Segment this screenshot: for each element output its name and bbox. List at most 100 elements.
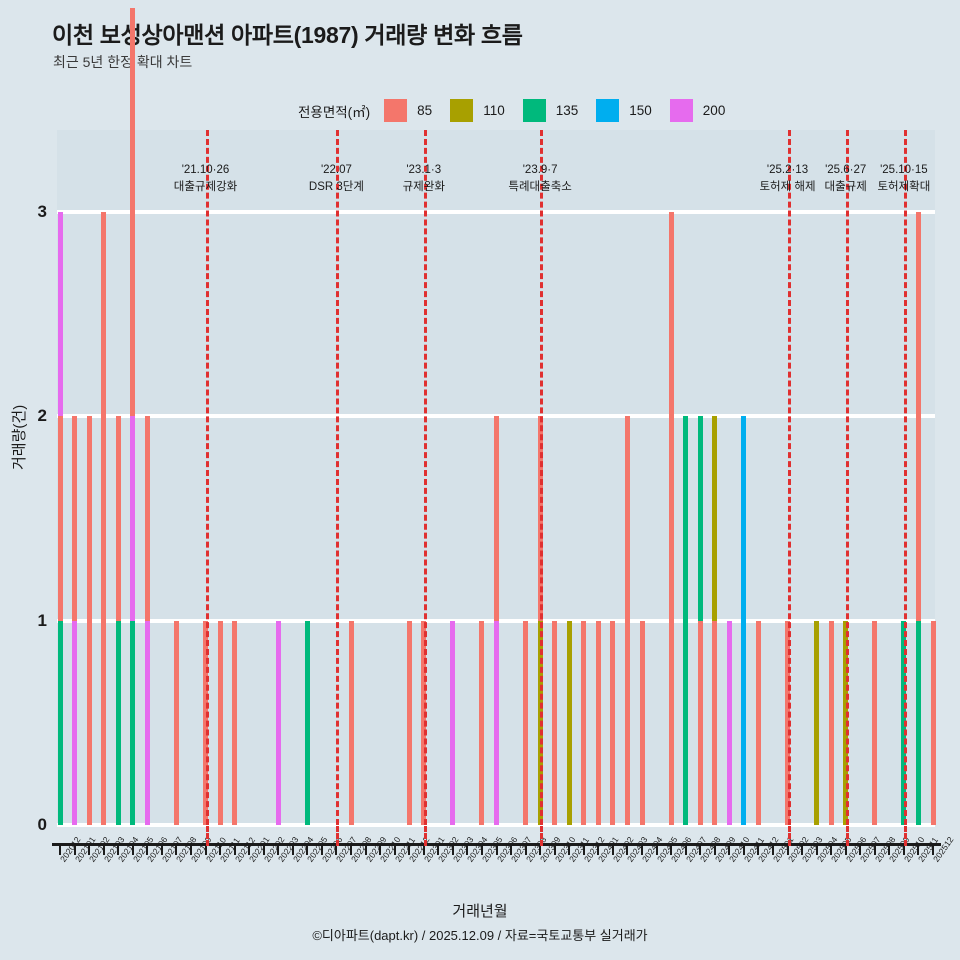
bar-segment[interactable] <box>697 416 703 621</box>
x-tick <box>670 843 673 855</box>
bar-segment[interactable] <box>57 620 63 825</box>
bar-segment[interactable] <box>57 416 63 621</box>
x-tick <box>597 843 600 855</box>
x-tick <box>699 843 702 855</box>
x-tick <box>59 843 61 855</box>
legend-item-110[interactable]: 110 <box>450 99 505 122</box>
bar-segment[interactable] <box>624 416 630 825</box>
event-marker-line-lower <box>903 826 907 846</box>
bar-segment[interactable] <box>494 620 499 825</box>
bar-segment[interactable] <box>130 416 136 621</box>
x-tick <box>932 843 934 855</box>
bar-segment[interactable] <box>566 620 572 825</box>
x-tick <box>771 843 774 855</box>
y-axis-label: 거래량(건) <box>11 404 28 470</box>
x-tick <box>495 843 498 855</box>
bar-segment[interactable] <box>814 620 820 825</box>
x-tick <box>233 843 236 855</box>
event-text-label: 대출규제강화 <box>173 180 238 193</box>
legend-item-label: 85 <box>417 103 433 118</box>
event-text-label: 토허제확대 <box>877 180 931 193</box>
bar-segment[interactable] <box>712 416 718 621</box>
event-annotation: '23.9·7 특례대출축소 <box>508 162 571 195</box>
legend-item-200[interactable]: 200 <box>669 99 725 122</box>
bar-segment[interactable] <box>86 416 92 825</box>
bar-segment[interactable] <box>72 416 78 621</box>
bar-segment[interactable] <box>552 620 558 825</box>
x-tick <box>393 843 396 855</box>
bar-segment[interactable] <box>755 620 761 825</box>
x-tick <box>917 843 920 855</box>
bar-segment[interactable] <box>523 620 529 825</box>
bar-segment[interactable] <box>915 212 921 621</box>
event-text-label: 대출규제 <box>824 180 867 193</box>
bar-segment[interactable] <box>130 7 136 417</box>
x-tick <box>350 843 352 855</box>
x-tick <box>422 843 425 855</box>
y-tick-label: 2 <box>37 406 47 426</box>
bar-segment[interactable] <box>217 620 223 825</box>
legend-swatch-icon <box>522 99 546 122</box>
bar-segment[interactable] <box>115 416 121 621</box>
x-tick <box>102 843 105 855</box>
legend-swatch-icon <box>384 99 408 122</box>
bar-segment[interactable] <box>915 620 921 825</box>
bar-segment[interactable] <box>406 620 412 825</box>
bar-segment[interactable] <box>450 620 456 825</box>
bar-segment[interactable] <box>697 620 703 825</box>
bar-segment[interactable] <box>581 620 587 825</box>
legend-item-label: 110 <box>483 103 505 118</box>
x-tick <box>742 843 745 855</box>
event-annotation: '21.10·26 대출규제강화 <box>174 162 237 195</box>
x-tick <box>713 843 716 855</box>
bar-segment[interactable] <box>115 620 121 825</box>
x-tick <box>335 843 338 855</box>
bar-segment[interactable] <box>741 416 747 825</box>
bar-segment[interactable] <box>479 620 485 825</box>
event-text-label: DSR 3단계 <box>308 180 364 193</box>
bar-segment[interactable] <box>348 620 354 825</box>
x-axis-label: 거래년월 <box>452 903 508 920</box>
bar-segment[interactable] <box>712 620 718 825</box>
bar-segment[interactable] <box>726 620 732 825</box>
bar-segment[interactable] <box>101 212 107 825</box>
bar-segment[interactable] <box>872 620 878 825</box>
bar-segment[interactable] <box>57 212 63 417</box>
legend-swatch-icon <box>450 99 474 122</box>
event-marker-line-lower <box>336 826 340 846</box>
event-date-label: '23.1·3 <box>406 164 442 176</box>
chart-subtitle: 최근 5년 한정 확대 차트 <box>53 54 193 70</box>
bar-segment[interactable] <box>668 212 674 825</box>
event-marker-line <box>336 130 340 825</box>
bar-segment[interactable] <box>595 620 601 825</box>
x-tick <box>160 843 163 855</box>
x-tick <box>757 843 760 855</box>
legend: 전용면적(㎡) 85 110 135 150 200 <box>298 99 743 122</box>
bar-segment[interactable] <box>275 620 281 825</box>
bar-segment[interactable] <box>144 416 150 621</box>
bar-segment[interactable] <box>683 416 689 825</box>
legend-item-135[interactable]: 135 <box>522 99 578 122</box>
bar-segment[interactable] <box>639 620 645 825</box>
bar-segment[interactable] <box>930 620 936 825</box>
bar-segment[interactable] <box>828 620 834 825</box>
x-tick <box>262 843 265 855</box>
bar-segment[interactable] <box>232 620 238 825</box>
x-tick <box>204 843 207 855</box>
bar-segment[interactable] <box>130 620 136 825</box>
bar-segment[interactable] <box>173 620 179 825</box>
event-annotation: '25.6·27 대출규제 <box>825 162 867 195</box>
bar-segment[interactable] <box>610 620 616 825</box>
legend-item-85[interactable]: 85 <box>384 99 432 122</box>
event-date-label: '25.2·13 <box>766 164 809 176</box>
bar-segment[interactable] <box>144 620 150 825</box>
legend-item-150[interactable]: 150 <box>596 99 652 122</box>
legend-swatch-icon <box>669 99 693 122</box>
legend-swatch-icon <box>596 99 620 122</box>
x-tick <box>873 843 876 855</box>
bar-segment[interactable] <box>494 416 499 621</box>
bar-segment[interactable] <box>72 620 78 825</box>
x-tick <box>88 843 91 855</box>
bar-segment[interactable] <box>304 620 310 825</box>
